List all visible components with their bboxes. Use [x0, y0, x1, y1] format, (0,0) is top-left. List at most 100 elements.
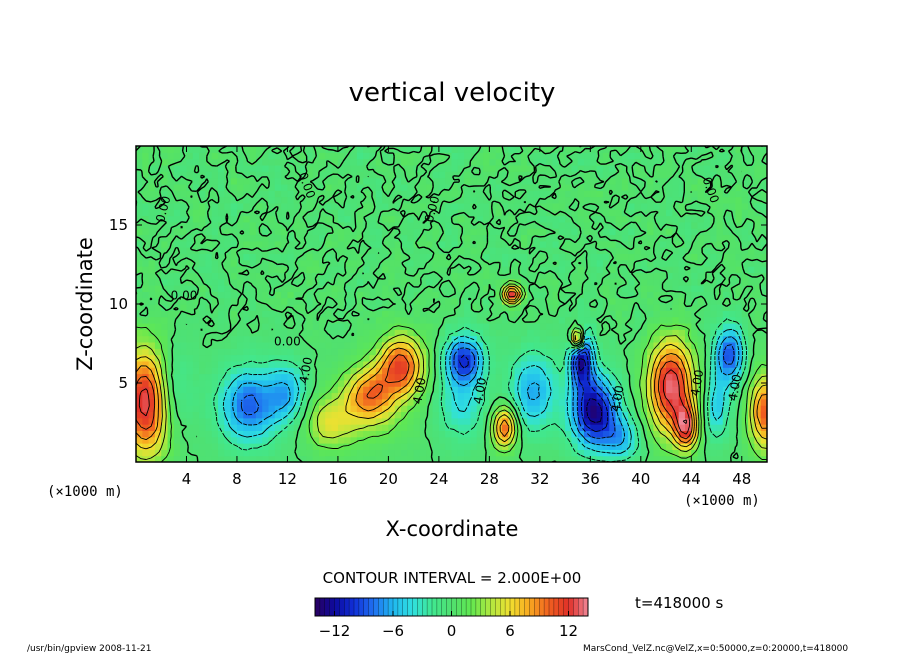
field-cell — [514, 253, 522, 261]
field-cell — [483, 146, 490, 153]
field-cell — [306, 436, 314, 444]
field-cell — [407, 367, 415, 375]
field-cell — [470, 316, 478, 324]
field-cell — [546, 443, 554, 450]
field-cell — [520, 291, 528, 299]
field-cell — [413, 234, 421, 242]
field-cell — [590, 177, 598, 185]
field-cell — [445, 247, 453, 255]
field-cell — [691, 146, 699, 153]
field-cell — [628, 436, 636, 444]
field-cell — [514, 259, 522, 267]
field-cell — [495, 253, 503, 261]
field-cell — [192, 228, 200, 236]
field-cell — [426, 354, 434, 362]
field-cell — [142, 329, 150, 337]
field-cell — [224, 373, 232, 381]
field-cell — [716, 392, 724, 400]
field-cell — [243, 443, 251, 450]
field-cell — [401, 417, 408, 425]
field-cell — [495, 297, 503, 305]
field-cell — [407, 341, 415, 349]
field-cell — [539, 341, 547, 349]
field-cell — [224, 164, 232, 172]
field-cell — [703, 164, 711, 172]
field-cell — [432, 152, 440, 160]
field-cell — [331, 329, 339, 337]
field-cell — [426, 335, 434, 343]
field-cell — [445, 202, 453, 210]
field-cell — [413, 146, 421, 153]
field-cell — [382, 367, 389, 375]
field-cell — [584, 304, 591, 311]
field-cell — [432, 405, 440, 413]
field-cell — [514, 209, 522, 217]
field-cell — [218, 360, 225, 368]
field-cell — [173, 348, 181, 356]
field-cell — [401, 424, 408, 431]
field-cell — [312, 335, 320, 343]
field-cell — [438, 417, 446, 425]
field-cell — [268, 398, 276, 406]
field-cell — [401, 367, 408, 375]
field-cell — [287, 373, 295, 381]
field-cell — [476, 234, 484, 242]
field-cell — [255, 234, 263, 242]
field-cell — [318, 297, 326, 305]
field-cell — [703, 291, 711, 299]
field-cell — [628, 278, 636, 286]
field-cell — [262, 329, 270, 337]
field-cell — [142, 234, 150, 242]
field-cell — [697, 272, 705, 280]
field-cell — [438, 322, 446, 330]
field-cell — [268, 253, 276, 261]
field-cell — [451, 278, 459, 286]
field-cell — [565, 310, 572, 318]
field-cell — [691, 411, 699, 419]
field-cell — [249, 386, 257, 394]
field-cell — [596, 379, 604, 387]
field-cell — [205, 209, 213, 217]
field-cell — [508, 367, 516, 375]
field-cell — [602, 285, 610, 292]
field-cell — [186, 158, 194, 166]
field-cell — [508, 209, 516, 217]
field-cell — [438, 449, 446, 457]
field-cell — [300, 398, 307, 406]
field-cell — [369, 354, 377, 362]
field-cell — [527, 443, 535, 450]
field-cell — [413, 228, 421, 236]
field-cell — [192, 392, 200, 400]
field-cell — [344, 322, 352, 330]
field-cell — [596, 190, 604, 198]
field-cell — [249, 398, 257, 406]
field-cell — [331, 392, 339, 400]
field-cell — [483, 190, 490, 198]
field-cell — [558, 322, 566, 330]
field-cell — [754, 158, 762, 166]
field-cell — [211, 449, 219, 457]
field-cell — [520, 171, 528, 179]
field-cell — [274, 335, 282, 343]
field-cell — [306, 424, 314, 431]
field-cell — [445, 411, 453, 419]
field-cell — [205, 373, 213, 381]
field-cell — [451, 215, 459, 223]
field-cell — [609, 335, 617, 343]
field-cell — [457, 221, 465, 229]
field-cell — [230, 443, 238, 450]
field-cell — [609, 285, 617, 292]
field-cell — [211, 430, 219, 438]
field-cell — [300, 278, 307, 286]
field-cell — [426, 146, 434, 153]
field-cell — [621, 348, 629, 356]
field-cell — [331, 367, 339, 375]
field-cell — [249, 443, 257, 450]
field-cell — [457, 304, 465, 311]
field-cell — [432, 322, 440, 330]
field-cell — [558, 386, 566, 394]
field-cell — [356, 171, 364, 179]
field-cell — [451, 304, 459, 311]
field-cell — [356, 341, 364, 349]
field-cell — [596, 398, 604, 406]
